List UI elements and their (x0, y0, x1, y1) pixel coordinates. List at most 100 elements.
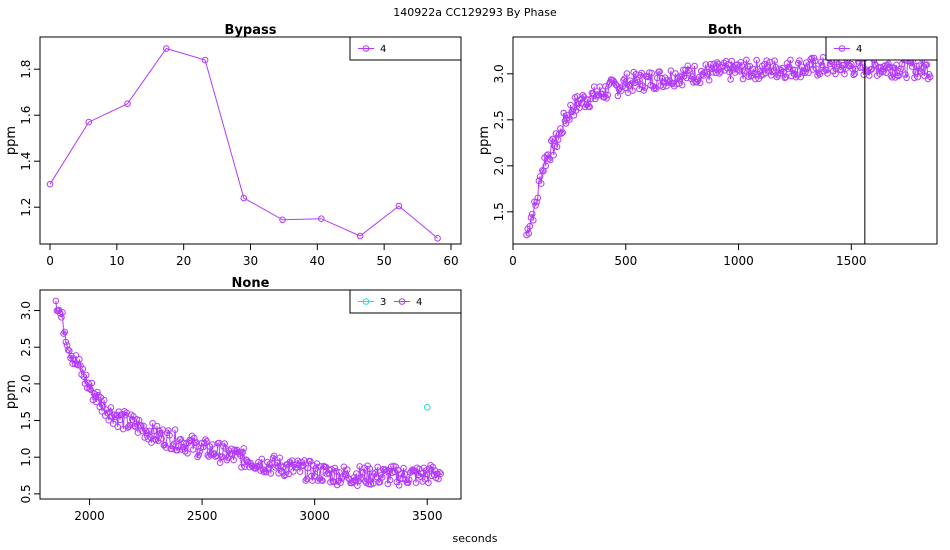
data-point (302, 477, 310, 484)
data-point (769, 68, 776, 76)
data-point (536, 173, 544, 180)
data-point (422, 467, 430, 474)
data-point (594, 91, 601, 98)
data-point (777, 70, 784, 77)
x-tick-label: 10 (109, 254, 124, 268)
data-point (537, 180, 545, 187)
data-point (638, 69, 645, 77)
data-point (652, 85, 660, 92)
data-point (59, 309, 66, 316)
data-point (216, 459, 224, 467)
data-point (353, 470, 360, 477)
legend-box (825, 36, 938, 61)
data-point (818, 61, 826, 69)
data-point (763, 57, 771, 65)
data-point (546, 156, 554, 164)
data-point (120, 425, 127, 433)
data-point (686, 68, 694, 75)
data-point (189, 446, 197, 453)
data-point (850, 71, 857, 79)
data-point (201, 56, 209, 64)
data-point (306, 457, 314, 465)
data-point (684, 62, 692, 70)
data-point (116, 416, 124, 424)
figure-suptitle: 140922a CC129293 By Phase (393, 6, 557, 19)
panel-both: Both 0 500 1000 1500 1.5 2.0 2.5 3.0 ppm 4 (477, 23, 938, 268)
data-point (646, 69, 653, 76)
legend-label: 4 (856, 44, 862, 55)
legend: 4 (349, 36, 462, 61)
x-tick-label: 3500 (412, 509, 443, 523)
data-point (405, 476, 413, 483)
x-tick-label: 50 (377, 254, 392, 268)
data-point (354, 482, 361, 490)
data-point (258, 455, 266, 463)
legend-marker (838, 45, 846, 52)
x-tick-label: 0 (46, 254, 54, 268)
data-point (231, 446, 238, 454)
data-point (337, 479, 344, 487)
data-point (270, 452, 278, 460)
data-point (533, 198, 541, 206)
data-point (584, 96, 591, 103)
y-tick-label: 1.8 (19, 60, 33, 79)
data-point (163, 45, 170, 52)
data-point (107, 404, 115, 411)
data-point (903, 74, 910, 82)
data-point (69, 360, 76, 367)
data-point (623, 70, 631, 77)
data-point (832, 70, 839, 78)
data-point (319, 477, 326, 485)
data-point (866, 72, 873, 79)
y-axis-label: ppm (477, 126, 492, 155)
data-point (58, 314, 65, 321)
data-point (810, 54, 818, 62)
data-point (823, 66, 830, 74)
data-point (888, 74, 896, 81)
data-point (282, 471, 289, 479)
x-tick-label: 40 (310, 254, 325, 268)
x-tick-label: 0 (509, 254, 517, 268)
data-point (87, 386, 94, 394)
data-point (807, 56, 815, 63)
data-point (651, 84, 659, 91)
data-point (914, 73, 922, 81)
data-point (98, 408, 106, 415)
data-point (265, 464, 272, 472)
data-point (926, 73, 934, 81)
data-point (79, 365, 87, 373)
x-tick-label: 500 (614, 254, 637, 268)
data-point (852, 65, 860, 73)
y-axis-label: ppm (4, 380, 19, 409)
x-tick-label: 1500 (836, 254, 867, 268)
data-point (902, 71, 909, 78)
data-point (548, 137, 555, 145)
y-axis-label: ppm (4, 126, 19, 155)
legend-marker (398, 298, 406, 305)
data-point (805, 69, 812, 76)
data-point (240, 445, 247, 452)
series-line (49, 47, 438, 239)
data-point (356, 463, 364, 470)
data-point (641, 84, 649, 91)
data-point (702, 61, 710, 68)
data-point (559, 129, 566, 136)
data-point (368, 473, 376, 481)
data-point (72, 352, 80, 359)
data-point (134, 429, 142, 436)
data-point (793, 72, 801, 79)
data-point (913, 62, 921, 70)
series-4 (52, 297, 445, 490)
data-point (771, 57, 778, 65)
data-point (796, 57, 803, 64)
data-point (762, 69, 769, 77)
data-point (180, 439, 188, 447)
data-point (395, 482, 403, 489)
legend-marker (362, 298, 370, 305)
y-tick-label: 1.0 (19, 448, 33, 467)
data-point (165, 427, 172, 434)
data-point (199, 443, 207, 451)
data-point (602, 83, 609, 90)
legend-label: 3 (380, 297, 386, 308)
data-point (773, 73, 781, 81)
